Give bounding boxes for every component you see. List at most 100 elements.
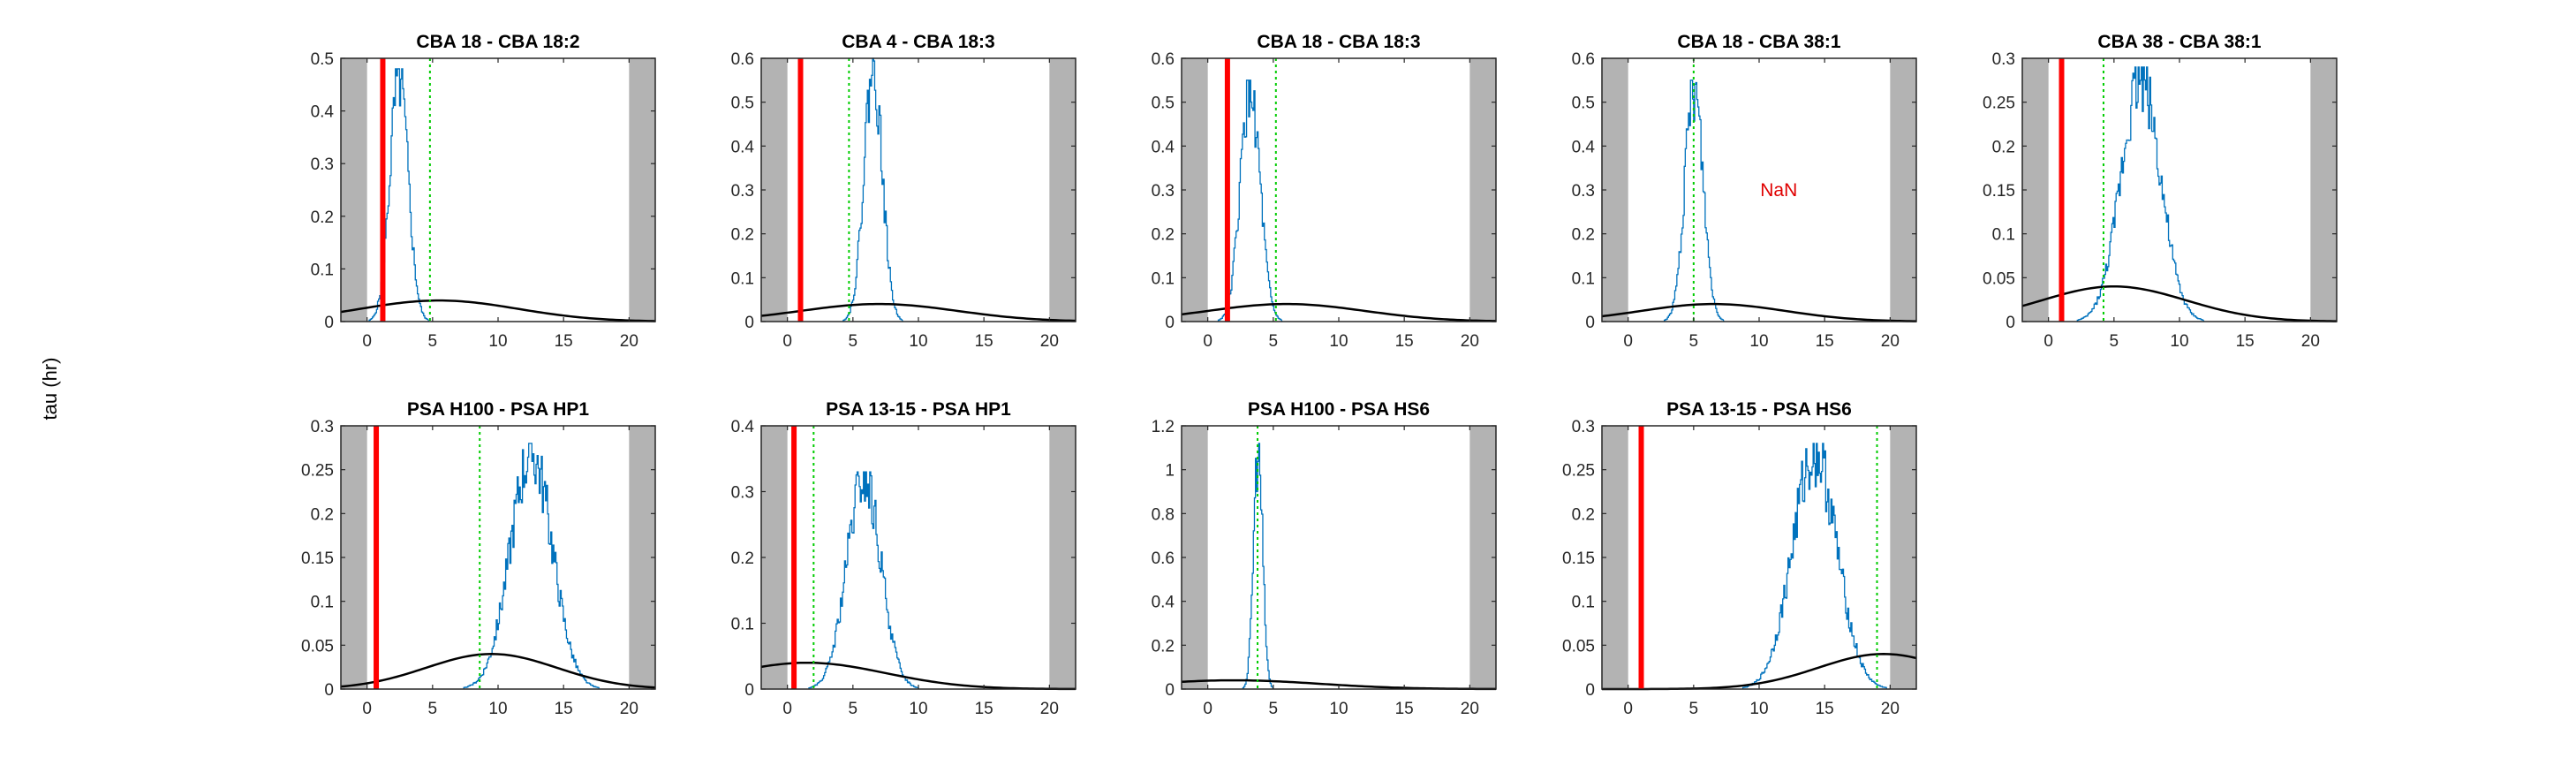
- y-tick-label: 0.5: [1152, 95, 1175, 113]
- subplot-6: 0 5 10 15 20 0 0.05 0.1 0.15 0.2 0.25 0.3 PSA H100 -…: [301, 399, 656, 718]
- y-tick-label: 0.6: [731, 50, 754, 69]
- x-tick-label: 0: [362, 700, 372, 718]
- x-tick-label: 5: [428, 332, 438, 351]
- y-tick-label: 0: [1585, 314, 1595, 332]
- x-tick-label: 5: [428, 700, 438, 718]
- y-tick-label: 0.1: [311, 594, 334, 612]
- axes-box: [1601, 425, 1917, 690]
- y-tick-label: 0.6: [1152, 50, 1175, 69]
- axes-box: [1181, 425, 1497, 690]
- subplot-title: CBA 18 - CBA 18:3: [1257, 32, 1420, 52]
- subplot-title: PSA 13-15 - PSA HP1: [826, 399, 1011, 420]
- x-tick-label: 10: [909, 332, 927, 351]
- x-tick-label: 5: [849, 332, 858, 351]
- subplot-title: CBA 4 - CBA 18:3: [842, 32, 994, 52]
- x-tick-label: 5: [849, 700, 858, 718]
- x-tick-label: 10: [488, 700, 507, 718]
- x-tick-label: 20: [1461, 700, 1479, 718]
- density-curve: [1181, 302, 1497, 322]
- x-tick-label: 0: [362, 332, 372, 351]
- density-curve: [760, 302, 1076, 322]
- y-tick-label: 1.2: [1152, 418, 1175, 436]
- y-tick-label: 0.3: [1572, 182, 1595, 201]
- y-tick-label: 0.1: [1572, 594, 1595, 612]
- density-curve: [340, 299, 656, 322]
- subplot-title: PSA 13-15 - PSA HS6: [1666, 399, 1852, 420]
- y-tick-label: 0: [1585, 681, 1595, 700]
- y-tick-label: 0.3: [731, 484, 754, 503]
- subplot-3: 0 5 10 15 20 0 0.1 0.2 0.3 0.4 0.5 0.6 CBA 18 - CBA …: [1152, 32, 1497, 351]
- nan-annotation: NaN: [1760, 180, 1797, 201]
- y-tick-label: 0.5: [1572, 95, 1595, 113]
- y-tick-label: 0.15: [1983, 182, 2015, 201]
- y-tick-label: 0.3: [311, 155, 334, 174]
- y-tick-label: 0.05: [1983, 269, 2015, 288]
- subplot-1: 0 5 10 15 20 0 0.1 0.2 0.3 0.4 0.5 CBA 18 - CBA 18:…: [311, 32, 656, 351]
- x-tick-label: 15: [555, 700, 573, 718]
- x-tick-label: 5: [1269, 332, 1279, 351]
- y-tick-label: 0.3: [1992, 50, 2015, 69]
- shade-region: [629, 58, 655, 322]
- y-tick-label: 0.25: [1562, 462, 1595, 481]
- x-tick-label: 0: [782, 700, 792, 718]
- subplot-title: PSA H100 - PSA HS6: [1248, 399, 1430, 420]
- figure-ylabel: tau (hr): [39, 358, 61, 421]
- y-tick-label: 0.3: [1572, 418, 1595, 436]
- y-tick-label: 0.2: [1572, 226, 1595, 245]
- x-tick-label: 5: [2110, 332, 2119, 351]
- shade-region: [341, 58, 367, 322]
- y-tick-label: 0.1: [731, 616, 754, 634]
- y-tick-label: 0.4: [1152, 594, 1175, 612]
- y-tick-label: 0: [2006, 314, 2015, 332]
- x-tick-label: 10: [1329, 332, 1348, 351]
- axes-box: [340, 425, 656, 690]
- density-curve: [1601, 653, 1917, 691]
- y-tick-label: 0.2: [731, 549, 754, 568]
- x-tick-label: 10: [2170, 332, 2188, 351]
- y-tick-label: 0: [744, 314, 754, 332]
- x-tick-label: 15: [975, 700, 993, 718]
- y-tick-label: 0.3: [731, 182, 754, 201]
- x-tick-label: 15: [1395, 700, 1414, 718]
- y-tick-label: 0.1: [1992, 226, 2015, 245]
- y-tick-label: 0: [324, 314, 334, 332]
- x-tick-label: 20: [620, 332, 638, 351]
- subplot-grid: 0 5 10 15 20 0 0.1 0.2 0.3 0.4 0.5 CBA 18 - CBA 18:…: [301, 32, 2338, 718]
- density-curve: [2021, 285, 2338, 322]
- x-tick-label: 0: [1623, 332, 1633, 351]
- x-tick-label: 15: [1816, 700, 1834, 718]
- y-tick-label: 0.3: [1152, 182, 1175, 201]
- histogram: [1741, 443, 1887, 689]
- x-tick-label: 10: [488, 332, 507, 351]
- axes-box: [340, 57, 656, 322]
- histogram: [463, 443, 600, 689]
- x-tick-label: 20: [2301, 332, 2320, 351]
- axes-box: [760, 57, 1076, 322]
- density-curve: [1601, 302, 1917, 322]
- x-tick-label: 15: [975, 332, 993, 351]
- x-tick-label: 10: [909, 700, 927, 718]
- y-tick-label: 0: [1165, 681, 1175, 700]
- y-tick-label: 0.4: [731, 418, 755, 436]
- y-tick-label: 0.4: [1152, 138, 1175, 156]
- subplot-9: 0 5 10 15 20 0 0.05 0.1 0.15 0.2 0.25 0.3 PSA 13-15 …: [1562, 399, 1917, 718]
- x-tick-label: 20: [1040, 700, 1059, 718]
- y-tick-label: 0: [1165, 314, 1175, 332]
- y-tick-label: 0.2: [731, 226, 754, 245]
- density-curve: [340, 653, 656, 689]
- y-tick-label: 0.4: [731, 138, 755, 156]
- y-tick-label: 0.8: [1152, 505, 1175, 524]
- histogram: [1242, 443, 1274, 690]
- y-tick-label: 0.6: [1572, 50, 1595, 69]
- x-tick-label: 0: [1203, 700, 1212, 718]
- x-tick-label: 20: [1881, 700, 1900, 718]
- x-tick-label: 0: [782, 332, 792, 351]
- y-tick-label: 0.05: [301, 637, 334, 656]
- y-tick-label: 0.5: [731, 95, 754, 113]
- x-tick-label: 20: [1461, 332, 1479, 351]
- subplot-title: CBA 18 - CBA 18:2: [416, 32, 579, 52]
- y-tick-label: 0.5: [311, 50, 334, 69]
- y-tick-label: 0.2: [1572, 505, 1595, 524]
- x-tick-label: 10: [1749, 332, 1768, 351]
